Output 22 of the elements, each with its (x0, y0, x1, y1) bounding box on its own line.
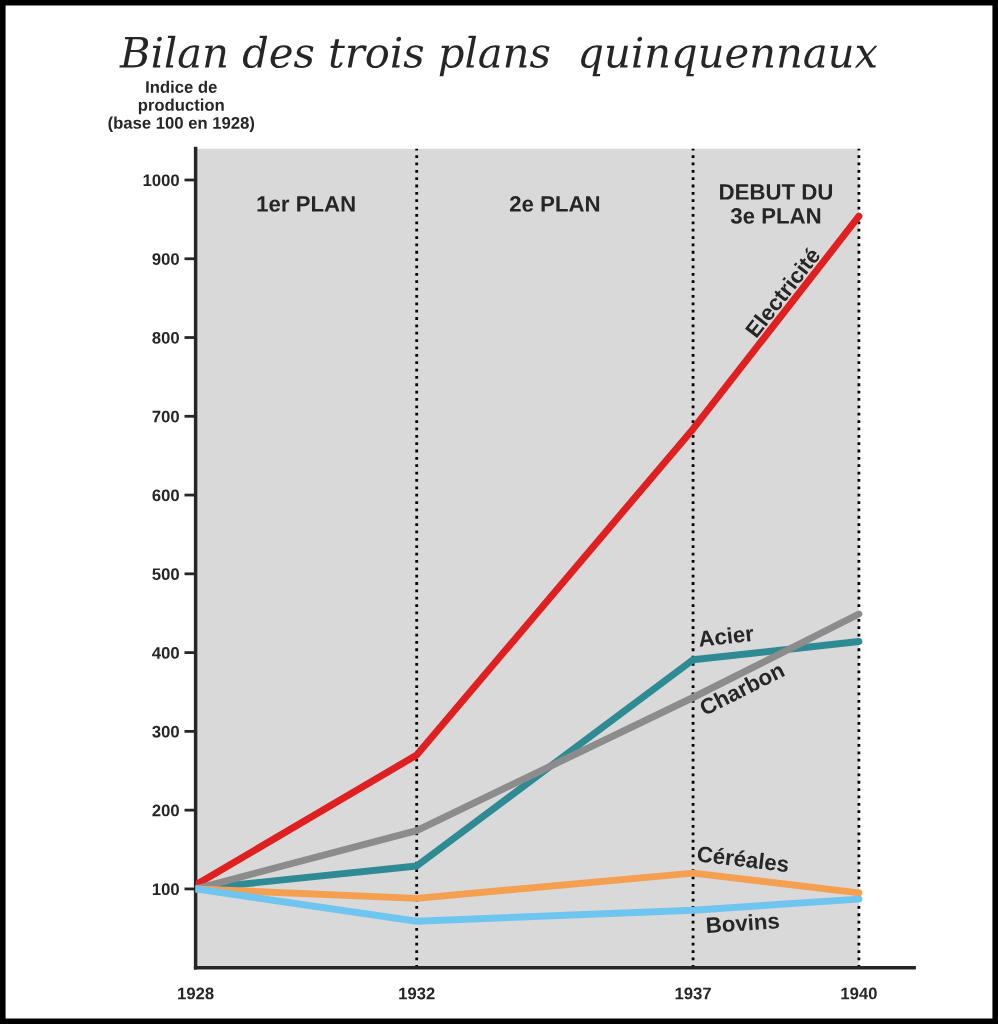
band-label: 1er PLAN (257, 196, 355, 212)
x-tick-label: 1937 (675, 987, 711, 1000)
series-label: Bovins (706, 912, 780, 934)
x-tick-label: 1932 (399, 987, 435, 1000)
y-tick-label: 700 (152, 410, 179, 423)
y-tick-label: 1000 (143, 174, 179, 187)
y-tick-label: 500 (152, 568, 179, 581)
text: Acier (698, 624, 755, 647)
chart-title: Bilan des trois plans quinquennaux (119, 35, 878, 77)
y-tick-label: 200 (152, 804, 179, 817)
y-tick-label: 100 (152, 883, 179, 896)
x-tick-label: 1928 (178, 987, 214, 1000)
y-tick-label: 300 (152, 725, 179, 738)
band-label: DEBUT DU 3e PLAN (720, 184, 833, 224)
text: Céréales (697, 845, 790, 873)
y-tick-label: 400 (152, 647, 179, 659)
y-tick-label: 800 (152, 331, 179, 344)
y-tick-label: 900 (152, 253, 179, 265)
band-label: 2e PLAN (509, 196, 600, 212)
y-tick-label: 600 (152, 489, 179, 502)
y-axis-title: Indice de production (base 100 en 1928) (108, 80, 255, 133)
x-tick-label: 1940 (841, 987, 877, 1000)
